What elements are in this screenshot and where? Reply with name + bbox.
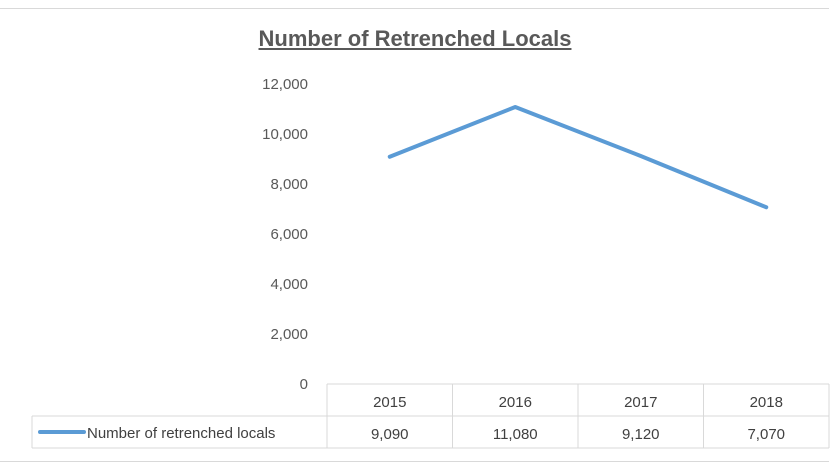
table-value: 7,070 <box>747 426 785 443</box>
y-tick-label: 6,000 <box>270 226 308 243</box>
y-tick-label: 12,000 <box>262 76 308 93</box>
series-line <box>387 105 769 210</box>
y-tick-label: 2,000 <box>270 326 308 343</box>
y-tick-label: 10,000 <box>262 126 308 143</box>
table-value: 11,080 <box>493 426 538 443</box>
table-value: 9,090 <box>371 426 409 443</box>
y-tick-label: 4,000 <box>270 276 308 293</box>
legend-label: Number of retrenched locals <box>87 425 275 442</box>
x-tick-label: 2017 <box>624 394 657 411</box>
y-tick-label: 8,000 <box>270 176 308 193</box>
y-tick-label: 0 <box>300 376 308 393</box>
chart-title: Number of Retrenched Locals <box>258 26 572 51</box>
x-tick-label: 2015 <box>373 394 406 411</box>
x-tick-label: 2016 <box>499 394 532 411</box>
table-value: 9,120 <box>622 426 660 443</box>
chart-frame <box>0 8 829 462</box>
x-tick-label: 2018 <box>750 394 783 411</box>
